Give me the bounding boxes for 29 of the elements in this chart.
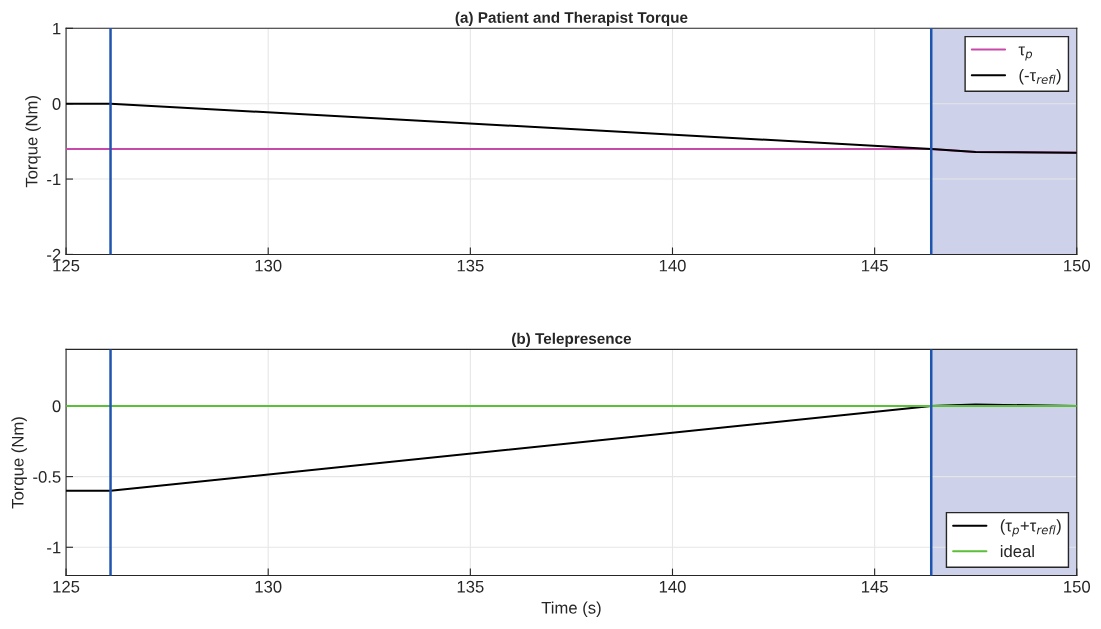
x-tick-label: 140 [659,259,686,272]
y-axis-title: Torque (Nm) [25,96,41,188]
y-tick-label: -1 [47,541,61,554]
x-tick-label: 130 [255,580,282,593]
y-tick-label: 1 [53,22,61,35]
y-tick-label: 0 [52,98,61,110]
x-tick-label: 125 [53,259,80,272]
y-tick-label: -0.5 [33,471,61,483]
y-axis-title: Torque (Nm) [11,417,27,509]
legend-label: τ$_{p}$ [1018,46,1033,61]
legend-label: (τ$_{p}$+τ$_{refl}$) [1000,519,1061,537]
x-tick-label: 150 [1064,259,1091,272]
legend-label: (-τ$_{refl}$) [1019,68,1061,85]
x-tick-label: 140 [659,580,686,593]
x-tick-label: 135 [457,259,484,272]
x-axis-title: Time (s) [541,601,601,618]
x-tick-label: 125 [53,580,80,593]
y-tick-label: -1 [47,173,61,186]
chart-title: (b) Telepresence [512,332,632,348]
y-tick-label: -2 [47,248,61,261]
x-tick-label: 145 [862,581,888,593]
chart-title: (a) Patient and Therapist Torque [455,11,688,26]
x-tick-label: 150 [1064,580,1091,593]
legend-label: ideal [1000,545,1034,558]
line-series [66,102,1077,154]
x-tick-label: 145 [862,259,888,272]
y-tick-label: 0 [52,400,61,413]
x-tick-label: 130 [255,259,282,272]
x-tick-label: 135 [457,580,484,593]
